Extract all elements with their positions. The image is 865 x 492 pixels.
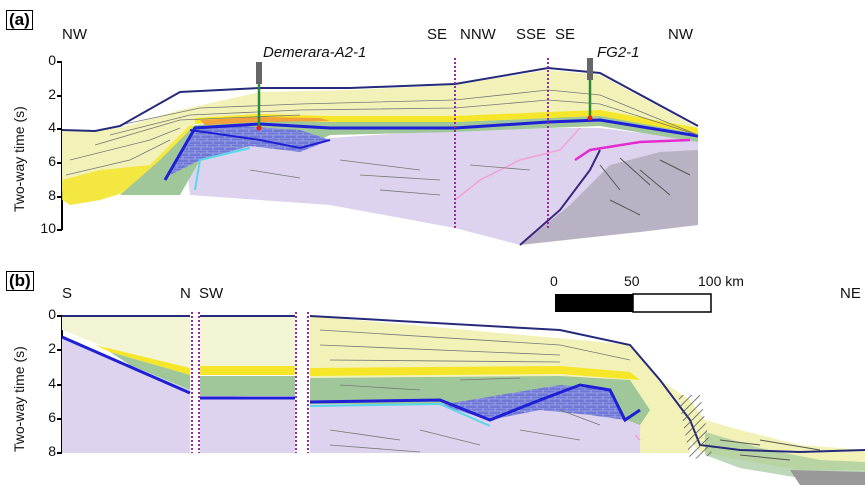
panel-b-section (57, 293, 865, 485)
scale-label-0: 0 (550, 273, 558, 289)
well-demerara-icon (256, 62, 262, 131)
panel-b-ytick-0: 0 (48, 306, 56, 322)
panel-a-ytick-6: 6 (48, 153, 56, 169)
panel-a-section (57, 58, 699, 246)
direction-label-sse: SSE (516, 26, 547, 43)
direction-label-se-2: SE (555, 26, 576, 43)
panel-b-yellow-horizon (95, 345, 190, 375)
scale-label-100km: 100 km (698, 273, 744, 289)
panel-b-blue-horizon (61, 335, 191, 395)
panel-b-ytick-6: 6 (48, 409, 56, 425)
panel-a-blue-horizon (163, 118, 699, 181)
panel-a-ytick-2: 2 (48, 86, 56, 102)
panel-b-ytick-2: 2 (48, 340, 56, 356)
scale-bar (555, 293, 712, 313)
well-label-fg2: FG2-1 (597, 44, 640, 61)
panel-a-seafloor (61, 66, 699, 133)
direction-label-nnw: NNW (460, 26, 496, 43)
direction-label-nw-left: NW (62, 26, 87, 43)
direction-label-se-1: SE (427, 26, 448, 43)
panel-a-brick-unit (170, 126, 330, 175)
panel-a-water-column (62, 62, 698, 130)
direction-label-nw-right: NW (668, 26, 693, 43)
panel-b-basement-unit (62, 338, 190, 453)
well-label-demerara: Demerara-A2-1 (263, 44, 367, 61)
panel-a-ytick-4: 4 (48, 119, 56, 135)
direction-label-s: S (62, 285, 73, 302)
direction-label-sw: SW (199, 285, 224, 302)
panel-a-yellow-horizon (195, 110, 698, 134)
panel-b-green-unit (110, 352, 190, 390)
panel-a-sediment-unit (62, 70, 698, 205)
scale-label-50: 50 (624, 273, 640, 289)
well-fg2-icon (587, 58, 593, 121)
panel-b-tag: (b) (6, 271, 34, 291)
panel-a-ytick-10: 10 (40, 220, 56, 236)
panel-b-ytick-8: 8 (48, 443, 56, 459)
panel-a-ytick-8: 8 (48, 187, 56, 203)
panel-b-ytick-4: 4 (48, 375, 56, 391)
panel-b-hatched-zone (678, 395, 712, 460)
panel-a-ytick-0: 0 (48, 52, 56, 68)
direction-label-ne: NE (840, 285, 861, 302)
panel-a-tag: (a) (6, 10, 33, 30)
direction-label-n: N (180, 285, 191, 302)
panel-a-grey-block (520, 150, 698, 245)
